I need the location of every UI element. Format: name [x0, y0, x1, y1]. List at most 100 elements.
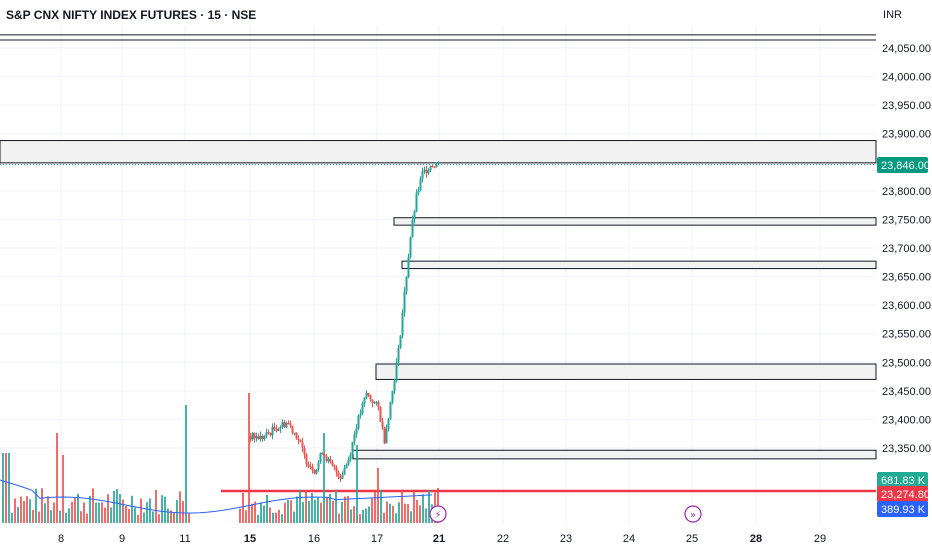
price-tick-label: 23,450.00	[882, 386, 931, 398]
event-marker-icon[interactable]: ⚡	[429, 505, 447, 523]
price-tick-label: 24,000.00	[882, 72, 931, 84]
volume-bar	[53, 502, 55, 523]
volume-bar	[143, 512, 145, 523]
time-tick-label: 8	[58, 533, 64, 545]
volume-bar	[326, 496, 328, 523]
event-marker-glyph: »	[690, 510, 696, 521]
volume-bar	[308, 501, 310, 523]
candle-body	[325, 455, 328, 462]
time-axis[interactable]: 8 9 11 15 16 17 21 22 23 24 25 28 29	[58, 533, 826, 545]
volume-bar	[149, 498, 151, 523]
candle-body	[395, 362, 398, 382]
candle-body	[277, 428, 280, 431]
volume-bar	[311, 492, 313, 523]
supply-demand-zone[interactable]	[0, 140, 877, 164]
candle-body	[341, 474, 344, 479]
price-tag-volume-ma[interactable]: 389.93 K	[877, 501, 928, 517]
volume-bar	[293, 511, 295, 523]
volume-bar	[410, 511, 412, 523]
candle-body	[259, 435, 262, 440]
price-tag-support[interactable]: 23,274.80	[877, 486, 930, 502]
candle-body	[309, 466, 312, 468]
time-tick-label: 16	[308, 533, 320, 545]
volume-bar	[368, 506, 370, 523]
volume-bar	[2, 453, 4, 523]
price-tag-background	[877, 486, 928, 502]
candle-body	[399, 335, 402, 348]
supply-demand-zone[interactable]	[393, 217, 877, 226]
event-marker-icon[interactable]: »	[684, 505, 702, 523]
volume-bar	[347, 496, 349, 523]
volume-bar	[374, 491, 376, 523]
volume-bar	[320, 502, 322, 523]
candle-body	[317, 462, 320, 470]
volume-bar	[152, 511, 154, 523]
volume-bar	[173, 512, 175, 523]
candle-body	[403, 291, 406, 313]
volume-bar	[122, 499, 124, 523]
currency-label[interactable]: INR	[883, 9, 902, 21]
candle-body	[349, 454, 352, 460]
volume-bar	[167, 508, 169, 523]
volume-bar	[179, 491, 181, 523]
volume-bar	[176, 499, 178, 523]
horizontal-lines[interactable]	[0, 34, 876, 493]
volume-bar	[392, 505, 394, 523]
price-tag-volume[interactable]: 681.83 K	[877, 472, 928, 488]
volume-bar	[395, 513, 397, 523]
candle-body	[289, 423, 292, 426]
volume-bar	[263, 505, 265, 523]
volume-bar	[101, 502, 103, 523]
volume-bar	[14, 498, 16, 523]
volume-bar	[407, 504, 409, 523]
volume-bar	[164, 496, 166, 523]
volume-bar	[86, 513, 88, 523]
candle-body	[255, 436, 258, 439]
price-tag-last-price[interactable]: 23,846.00	[877, 157, 930, 173]
candle-body	[263, 435, 266, 440]
volume-bar	[11, 512, 13, 523]
candle-body	[343, 468, 346, 475]
event-marker-circle	[684, 505, 702, 523]
volume-bar	[389, 503, 391, 523]
volume-bar	[83, 502, 85, 523]
candle-body	[437, 161, 440, 164]
price-tag-label: 23,846.00	[881, 160, 930, 172]
candle-body	[321, 453, 324, 455]
volume-bar	[356, 445, 358, 523]
candle-body	[393, 381, 396, 392]
candle-body	[275, 429, 278, 431]
candle-body	[335, 467, 338, 473]
volume-bar	[314, 499, 316, 523]
supply-demand-zone[interactable]	[375, 363, 877, 380]
volume-bar	[251, 503, 253, 523]
candle-body	[419, 178, 422, 191]
symbol-title[interactable]: S&P CNX NIFTY INDEX FUTURES · 15 · NSE	[6, 8, 257, 22]
price-tick-label: 23,550.00	[882, 329, 931, 341]
volume-bar	[29, 499, 31, 523]
volume-bar	[107, 494, 109, 523]
time-tick-label: 22	[497, 533, 509, 545]
event-icons[interactable]: ⚡»	[429, 505, 702, 523]
supply-demand-zone[interactable]	[352, 449, 877, 460]
volume-bar	[362, 509, 364, 523]
candle-body	[433, 166, 436, 168]
candle-body	[251, 433, 254, 440]
volume-ma-line	[0, 479, 433, 514]
candle-body	[373, 402, 376, 404]
volume-bar	[422, 494, 424, 523]
volume-bar	[185, 405, 187, 523]
candles[interactable]	[249, 161, 440, 482]
supply-demand-zone[interactable]	[401, 260, 877, 270]
zones[interactable]	[0, 140, 877, 460]
price-tick-label: 23,750.00	[882, 214, 931, 226]
price-tag-label: 389.93 K	[881, 504, 926, 516]
volume-bar	[56, 433, 58, 523]
price-tags[interactable]: 23,846.00 681.83 K 23,274.80 389.93 K	[877, 157, 930, 517]
price-tag-background	[877, 501, 928, 517]
candle-body	[273, 426, 276, 430]
candle-body	[413, 211, 416, 220]
price-axis[interactable]: 24,050.00 24,000.00 23,950.00 23,900.00 23,8…	[882, 43, 931, 455]
candle-body	[369, 395, 372, 400]
